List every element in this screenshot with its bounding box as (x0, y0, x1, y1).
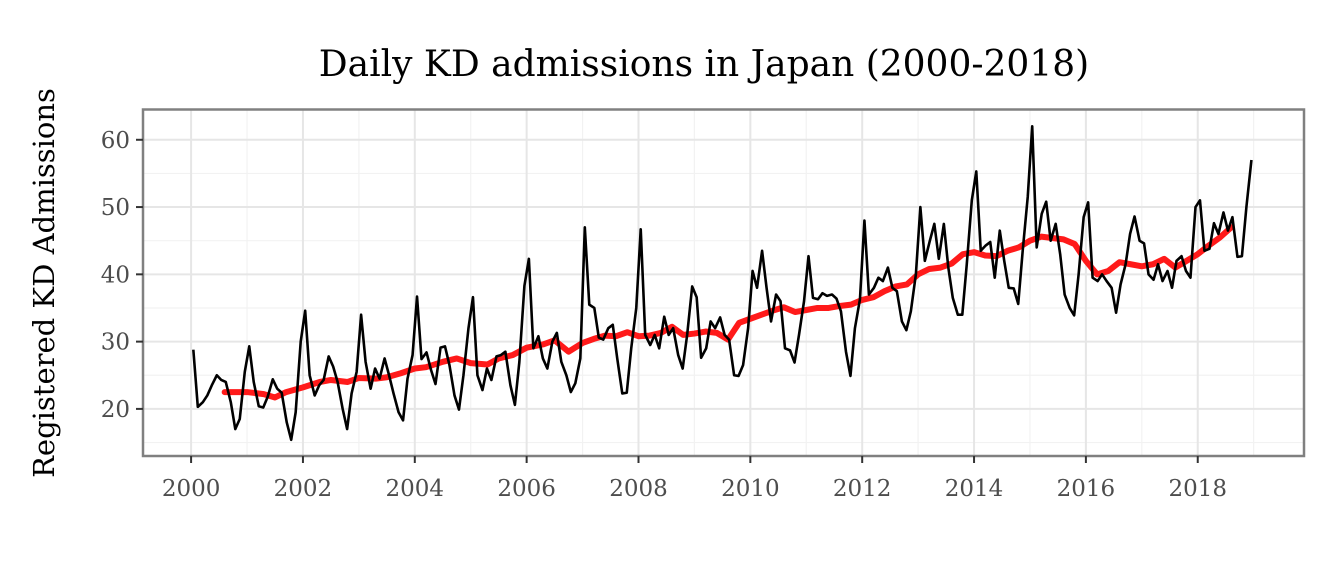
x-tick-label: 2014 (945, 476, 1004, 502)
y-tick-label: 40 (101, 262, 130, 288)
series-line-trend (221, 224, 1235, 401)
x-tick-label: 2000 (162, 476, 221, 502)
y-axis-ticks: 20 30 40 50 60 (101, 128, 143, 423)
y-tick-label: 30 (101, 330, 130, 356)
y-tick-label: 20 (101, 397, 130, 423)
series-layer (192, 125, 1253, 442)
plot-panel-border (141, 108, 1306, 458)
x-tick-label: 2016 (1057, 476, 1116, 502)
x-tick-label: 2002 (274, 476, 333, 502)
chart-title: Daily KD admissions in Japan (2000-2018) (319, 44, 1089, 85)
series-line-monthly (192, 125, 1253, 442)
y-tick-label: 60 (101, 128, 130, 154)
x-tick-label: 2018 (1168, 476, 1227, 502)
x-tick-label: 2008 (609, 476, 668, 502)
x-tick-label: 2012 (833, 476, 892, 502)
y-axis-label: Registered KD Admissions (27, 88, 61, 478)
y-tick-label: 50 (101, 195, 130, 221)
x-tick-label: 2004 (386, 476, 445, 502)
x-axis-ticks: 2000 2002 2004 2006 2008 2010 2012 2014 2016 2018 (162, 456, 1227, 502)
x-tick-label: 2006 (497, 476, 556, 502)
x-tick-label: 2010 (721, 476, 780, 502)
